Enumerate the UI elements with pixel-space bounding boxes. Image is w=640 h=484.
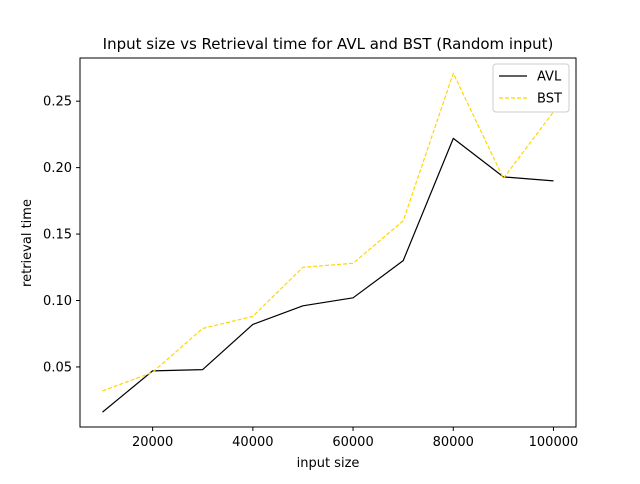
y-tick-label: 0.15 <box>43 228 72 243</box>
x-tick-label: 60000 <box>332 435 373 450</box>
legend-label-bst: BST <box>537 92 562 107</box>
x-axis: 20000 40000 60000 80000 100000 <box>132 427 578 450</box>
y-tick-label: 0.05 <box>43 360 72 375</box>
x-tick-label: 40000 <box>232 435 273 450</box>
y-tick-label: 0.25 <box>43 95 72 110</box>
series-line-bst <box>103 73 554 391</box>
x-axis-label: input size <box>297 456 360 471</box>
y-tick-label: 0.10 <box>43 294 72 309</box>
x-tick-label: 20000 <box>132 435 173 450</box>
y-axis: 0.05 0.10 0.15 0.20 0.25 <box>43 95 80 376</box>
series-line-avl <box>103 138 554 412</box>
chart-title: Input size vs Retrieval time for AVL and… <box>103 35 554 53</box>
x-tick-label: 100000 <box>529 435 579 450</box>
series-layer <box>102 73 553 412</box>
x-tick-label: 80000 <box>433 435 474 450</box>
legend: AVL BST <box>493 64 569 112</box>
y-axis-label: retrieval time <box>20 199 35 287</box>
y-tick-label: 0.20 <box>43 161 72 176</box>
plot-frame <box>80 58 576 427</box>
legend-label-avl: AVL <box>537 70 562 85</box>
